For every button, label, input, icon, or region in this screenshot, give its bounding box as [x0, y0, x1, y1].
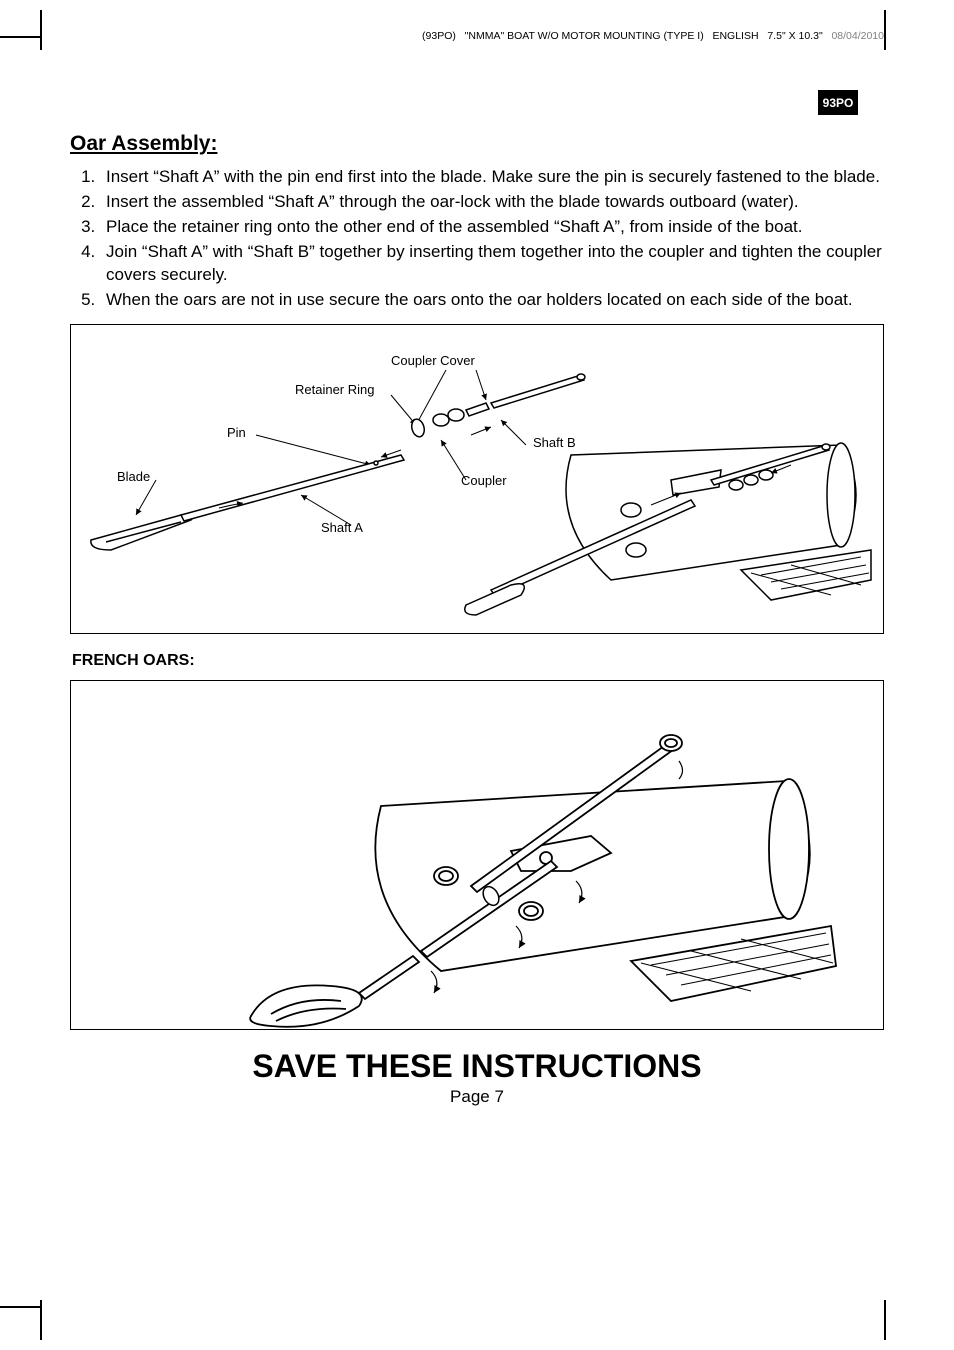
- step-item: Join “Shaft A” with “Shaft B” together b…: [100, 241, 884, 287]
- page-code-badge: 93PO: [818, 90, 858, 115]
- assembly-steps: Insert “Shaft A” with the pin end first …: [70, 166, 884, 312]
- crop-mark: [0, 1306, 40, 1308]
- content: Oar Assembly: Insert “Shaft A” with the …: [70, 132, 884, 1107]
- step-item: Place the retainer ring onto the other e…: [100, 216, 884, 239]
- header-lang: ENGLISH: [712, 30, 758, 42]
- figure-oar-assembly: Coupler Cover Retainer Ring Pin Blade Sh…: [70, 324, 884, 634]
- crop-mark: [884, 10, 886, 50]
- page-number: Page 7: [70, 1087, 884, 1107]
- step-item: Insert “Shaft A” with the pin end first …: [100, 166, 884, 189]
- label-retainer-ring: Retainer Ring: [295, 382, 375, 397]
- label-coupler: Coupler: [461, 473, 507, 488]
- crop-mark: [40, 10, 42, 50]
- figure-french-oars: [70, 680, 884, 1030]
- header-title: "NMMA" BOAT W/O MOTOR MOUNTING (TYPE I): [465, 30, 704, 42]
- header-info: (93PO) "NMMA" BOAT W/O MOTOR MOUNTING (T…: [70, 30, 884, 42]
- save-instructions: SAVE THESE INSTRUCTIONS: [70, 1048, 884, 1085]
- label-coupler-cover: Coupler Cover: [391, 353, 475, 368]
- header-size: 7.5" X 10.3": [767, 30, 822, 42]
- label-shaft-a: Shaft A: [321, 520, 363, 535]
- label-shaft-b: Shaft B: [533, 435, 576, 450]
- crop-mark: [884, 1300, 886, 1340]
- french-oars-diagram: [71, 681, 881, 1031]
- label-pin: Pin: [227, 425, 246, 440]
- page-code-text: 93PO: [823, 96, 854, 110]
- crop-mark: [40, 1300, 42, 1340]
- header-code: (93PO): [422, 30, 456, 42]
- crop-mark: [0, 36, 40, 38]
- french-oars-heading: FRENCH OARS:: [72, 652, 884, 670]
- section-title: Oar Assembly:: [70, 132, 884, 156]
- label-blade: Blade: [117, 469, 150, 484]
- header-date: 08/04/2010: [831, 30, 884, 42]
- step-item: Insert the assembled “Shaft A” through t…: [100, 191, 884, 214]
- step-item: When the oars are not in use secure the …: [100, 289, 884, 312]
- page: (93PO) "NMMA" BOAT W/O MOTOR MOUNTING (T…: [0, 0, 954, 1350]
